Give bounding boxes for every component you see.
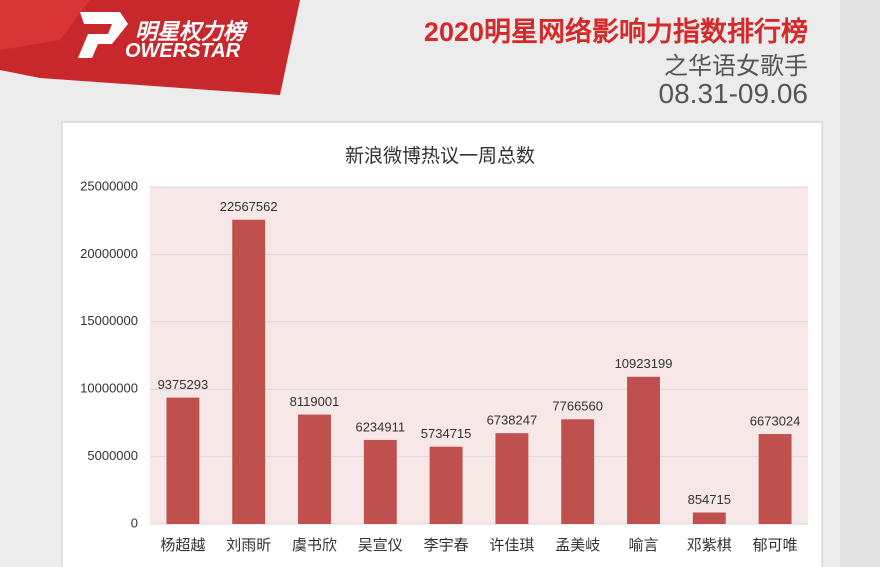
- x-tick-label: 孟美岐: [555, 537, 600, 554]
- value-label: 6673024: [750, 413, 801, 428]
- value-label: 5734715: [421, 426, 472, 441]
- value-label: 854715: [688, 492, 731, 507]
- header-subtitle: 之华语女歌手: [664, 53, 808, 80]
- logo-text: 明星权力榜: [135, 19, 246, 44]
- bar: [692, 512, 726, 524]
- x-tick-label: 喻言: [628, 537, 658, 554]
- y-tick-label: 20000000: [80, 246, 138, 261]
- x-tick-label: 刘雨昕: [226, 537, 271, 554]
- bar: [232, 219, 266, 525]
- bar: [627, 376, 660, 524]
- logo-p: [78, 12, 128, 58]
- bar: [561, 419, 595, 524]
- x-tick-label: 虞书欣: [292, 537, 337, 554]
- y-tick-label: 10000000: [80, 381, 138, 396]
- value-label: 9375293: [158, 377, 209, 392]
- header-date: 08.31-09.06: [658, 78, 808, 109]
- banner-highlight: [0, 0, 90, 50]
- value-label: 7766560: [552, 399, 603, 414]
- x-tick-label: 许佳琪: [489, 537, 534, 554]
- bar: [495, 433, 529, 524]
- x-tick-label: 邓紫棋: [687, 537, 732, 554]
- header-title: 2020明星网络影响力指数排行榜: [423, 17, 808, 47]
- bar: [758, 434, 792, 524]
- bar: [363, 439, 397, 524]
- logo-brand: OWERSTAR: [125, 40, 241, 62]
- x-tick-label: 李宇春: [424, 537, 469, 554]
- bar: [166, 397, 200, 524]
- banner-shape: [0, 0, 300, 95]
- y-tick-label: 0: [131, 515, 138, 530]
- x-tick-label: 杨超越: [160, 537, 205, 554]
- bar: [298, 414, 331, 524]
- value-label: 10923199: [615, 356, 673, 371]
- value-label: 8119001: [290, 394, 340, 409]
- value-label: 6738247: [487, 413, 538, 428]
- x-tick-label: 郁可唯: [753, 537, 798, 554]
- x-tick-label: 吴宣仪: [358, 537, 403, 554]
- value-label: 6234911: [355, 419, 405, 434]
- bar: [429, 446, 463, 524]
- chart-title: 新浪微博热议一周总数: [345, 145, 535, 167]
- y-tick-label: 15000000: [80, 313, 138, 328]
- y-tick-label: 5000000: [87, 448, 138, 463]
- right-strip: [840, 0, 880, 567]
- y-tick-label: 25000000: [80, 178, 138, 193]
- value-label: 22567562: [220, 199, 278, 214]
